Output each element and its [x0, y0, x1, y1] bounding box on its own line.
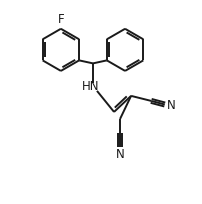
- Text: F: F: [58, 13, 64, 26]
- Text: N: N: [116, 148, 124, 161]
- Text: HN: HN: [82, 80, 99, 93]
- Text: N: N: [166, 99, 175, 112]
